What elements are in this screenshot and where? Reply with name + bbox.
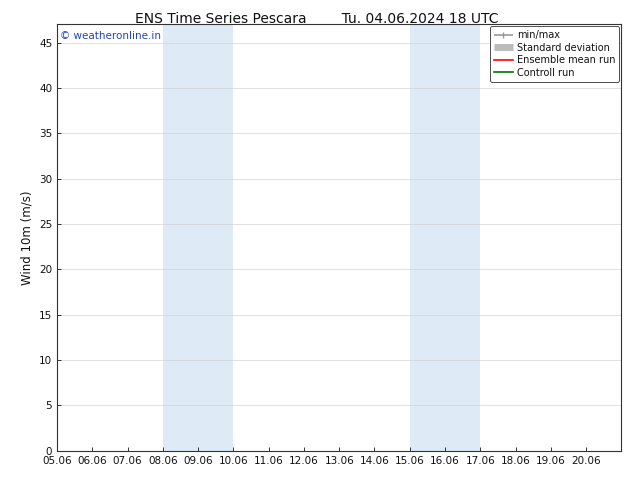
- Legend: min/max, Standard deviation, Ensemble mean run, Controll run: min/max, Standard deviation, Ensemble me…: [489, 26, 619, 81]
- Text: ENS Time Series Pescara        Tu. 04.06.2024 18 UTC: ENS Time Series Pescara Tu. 04.06.2024 1…: [135, 12, 499, 26]
- Bar: [410, 24, 481, 451]
- Bar: [163, 24, 233, 451]
- Y-axis label: Wind 10m (m/s): Wind 10m (m/s): [20, 191, 34, 285]
- Text: © weatheronline.in: © weatheronline.in: [60, 31, 161, 41]
